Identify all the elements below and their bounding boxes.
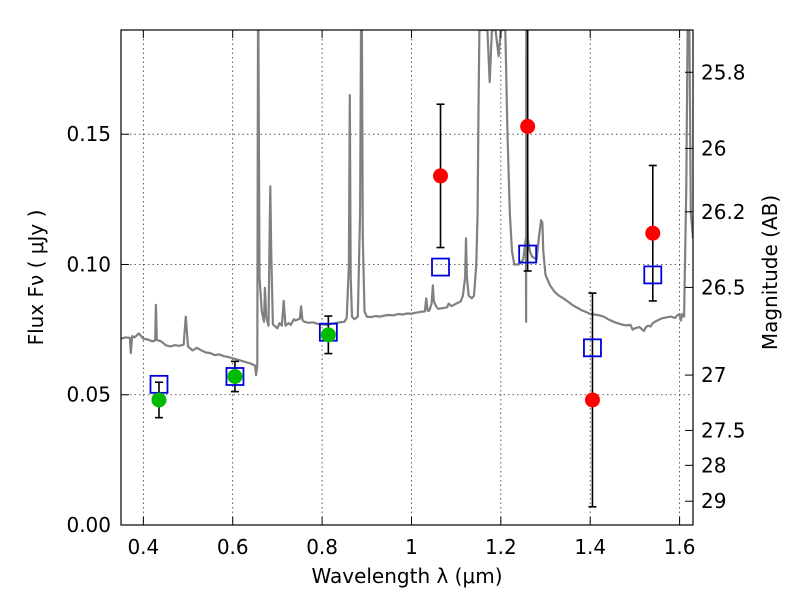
observed-point [227, 369, 243, 384]
points-layer [149, 30, 663, 508]
mag-tick-label: 26.5 [701, 275, 746, 299]
mag-tick-label: 27.5 [701, 418, 746, 442]
x-tick-label: 1.6 [664, 535, 696, 559]
model-photometry-square [643, 265, 663, 285]
grid [121, 30, 693, 526]
mag-tick-label: 25.8 [701, 60, 746, 84]
y-tick-label: 0.00 [66, 513, 111, 537]
x-tick-label: 1 [405, 535, 418, 559]
observed-point [584, 392, 600, 408]
x-axis-title: Wavelength λ (μm) [311, 564, 502, 588]
observed-point [433, 168, 449, 184]
mag-tick-label: 26.2 [701, 200, 746, 224]
tick-labels: 0.4 0.6 0.8 1 1.2 1.4 1.6 0.00 0.05 0.10 0.15 25.8 2… [66, 60, 745, 559]
observed-point [520, 118, 536, 134]
y-axis-title: Flux Fν ( μJy ) [24, 210, 48, 346]
spectrum-line [121, 30, 693, 377]
observed-point [645, 225, 661, 241]
y2-axis-title: Magnitude (AB) [758, 195, 782, 350]
y-tick-label: 0.10 [66, 252, 111, 276]
model-photometry-square [518, 244, 538, 264]
model-photometry-square [431, 257, 450, 277]
x-tick-label: 0.4 [127, 535, 159, 559]
y-tick-label: 0.05 [66, 383, 111, 407]
mag-tick-label: 27 [701, 363, 726, 387]
mag-tick-label: 26 [701, 136, 726, 160]
plot-frame [120, 29, 694, 526]
y-tick-label: 0.15 [66, 122, 111, 146]
mag-tick-label: 29 [701, 489, 726, 513]
x-tick-label: 0.6 [217, 535, 249, 559]
observed-point [320, 327, 336, 343]
spectrum-layer [121, 30, 693, 377]
observed-point [151, 392, 167, 408]
x-tick-label: 1.2 [485, 535, 517, 559]
mag-tick-label: 28 [701, 453, 726, 477]
ticks [121, 30, 693, 526]
x-tick-label: 0.8 [306, 535, 338, 559]
model-photometry-square [225, 367, 245, 386]
model-photometry-square [583, 338, 602, 358]
x-tick-label: 1.4 [574, 535, 606, 559]
